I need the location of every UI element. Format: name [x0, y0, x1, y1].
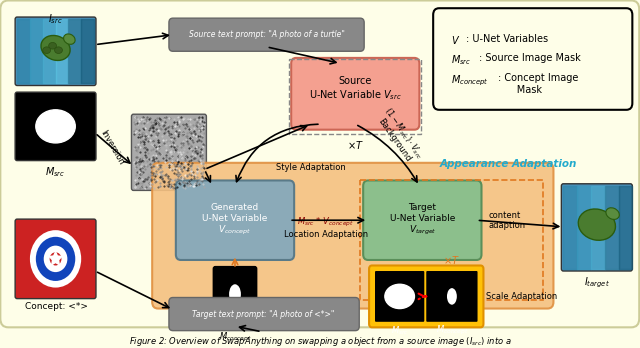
- FancyBboxPatch shape: [213, 267, 257, 329]
- Text: : Concept Image
      Mask: : Concept Image Mask: [499, 73, 579, 95]
- FancyBboxPatch shape: [369, 266, 483, 327]
- Text: Concept: <*>: Concept: <*>: [25, 302, 88, 311]
- Text: $V$: $V$: [451, 34, 460, 46]
- Text: $M_{src}$: $M_{src}$: [391, 324, 408, 337]
- Text: Inversion: Inversion: [98, 128, 125, 166]
- Circle shape: [36, 237, 76, 281]
- Text: $M_{concept}$: $M_{concept}$: [435, 324, 468, 337]
- Text: $M_{concept}$: $M_{concept}$: [219, 331, 252, 344]
- Polygon shape: [48, 250, 63, 266]
- Ellipse shape: [447, 288, 457, 305]
- FancyBboxPatch shape: [15, 219, 96, 299]
- FancyBboxPatch shape: [291, 58, 419, 130]
- Text: Generated
U-Net Variable
$V_{concept}$: Generated U-Net Variable $V_{concept}$: [202, 203, 268, 237]
- FancyBboxPatch shape: [1, 0, 639, 327]
- Text: Source text prompt: "A photo of a turtle": Source text prompt: "A photo of a turtle…: [189, 30, 344, 39]
- FancyBboxPatch shape: [169, 298, 359, 331]
- Ellipse shape: [579, 209, 616, 240]
- Text: $M_{src}$: $M_{src}$: [451, 54, 471, 67]
- Bar: [289, 59, 421, 134]
- FancyBboxPatch shape: [433, 8, 632, 110]
- Ellipse shape: [41, 35, 70, 61]
- Text: $\times T$: $\times T$: [347, 139, 364, 150]
- Text: Location Adaptation: Location Adaptation: [284, 230, 368, 239]
- FancyBboxPatch shape: [15, 17, 96, 86]
- FancyBboxPatch shape: [15, 92, 96, 160]
- FancyBboxPatch shape: [426, 271, 477, 322]
- FancyBboxPatch shape: [152, 163, 554, 309]
- Ellipse shape: [43, 47, 51, 54]
- FancyBboxPatch shape: [131, 114, 207, 190]
- Ellipse shape: [63, 34, 75, 44]
- Text: $I_{src}$: $I_{src}$: [48, 13, 63, 26]
- Text: Scale Adaptation: Scale Adaptation: [486, 292, 557, 301]
- Text: : U-Net Variables: : U-Net Variables: [466, 34, 548, 44]
- Ellipse shape: [36, 110, 76, 143]
- Text: Target
U-Net Variable
$V_{target}$: Target U-Net Variable $V_{target}$: [390, 203, 455, 237]
- FancyBboxPatch shape: [176, 181, 294, 260]
- FancyBboxPatch shape: [375, 271, 424, 322]
- Circle shape: [24, 223, 87, 294]
- Text: Source
U-Net Variable $V_{src}$: Source U-Net Variable $V_{src}$: [309, 76, 402, 102]
- Text: $M_{concept}$: $M_{concept}$: [451, 73, 489, 88]
- Bar: [360, 181, 543, 300]
- FancyBboxPatch shape: [363, 181, 481, 260]
- Circle shape: [30, 230, 81, 287]
- Circle shape: [50, 252, 61, 266]
- Text: Figure 2: Overview of SwapAnything on swapping a object from a source image $(I_: Figure 2: Overview of SwapAnything on sw…: [129, 335, 512, 348]
- Text: : Source Image Mask: : Source Image Mask: [479, 54, 580, 63]
- Ellipse shape: [606, 208, 620, 220]
- Ellipse shape: [385, 284, 415, 309]
- FancyBboxPatch shape: [169, 18, 364, 51]
- Text: Appearance Adaptation: Appearance Adaptation: [440, 159, 577, 169]
- Ellipse shape: [229, 284, 241, 304]
- Text: content
adaption: content adaption: [488, 211, 525, 230]
- Text: $\times T$: $\times T$: [442, 254, 460, 267]
- FancyBboxPatch shape: [561, 184, 632, 271]
- Text: $I_{target}$: $I_{target}$: [584, 275, 610, 290]
- Circle shape: [44, 246, 67, 272]
- Text: $M_{src}$: $M_{src}$: [45, 165, 66, 179]
- Ellipse shape: [49, 42, 56, 49]
- Ellipse shape: [54, 47, 63, 54]
- Text: Target text prompt: "A photo of <*>": Target text prompt: "A photo of <*>": [193, 310, 335, 318]
- Text: $(1-M_{src})\cdot V_{src}$
Background: $(1-M_{src})\cdot V_{src}$ Background: [373, 105, 426, 168]
- Text: $M_{src}$ * $V_{concept}$: $M_{src}$ * $V_{concept}$: [297, 216, 354, 229]
- Text: Style Adaptation: Style Adaptation: [276, 163, 346, 172]
